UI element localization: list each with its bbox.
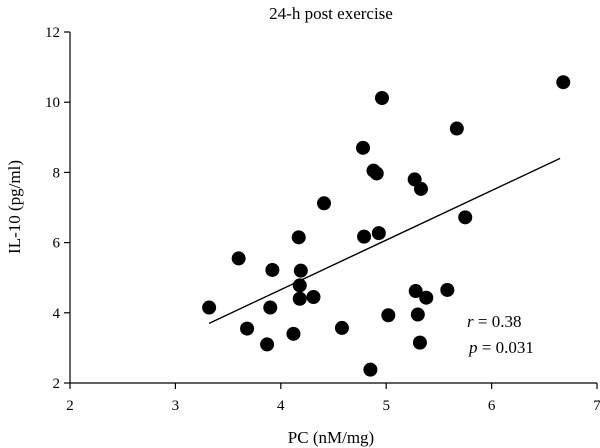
data-point <box>556 75 571 90</box>
data-point <box>440 282 455 297</box>
y-ticks: 2 4 6 8 10 12 <box>45 25 70 392</box>
y-tick-label: 8 <box>53 165 61 181</box>
r-value: = 0.38 <box>474 312 522 331</box>
data-point <box>293 263 308 278</box>
data-point <box>317 196 332 211</box>
data-point <box>369 166 384 181</box>
data-point <box>408 284 423 299</box>
data-point <box>202 300 217 315</box>
data-point <box>413 181 428 196</box>
x-axis-title: PC (nM/mg) <box>288 428 374 447</box>
data-point <box>412 335 427 350</box>
x-ticks: 2 3 4 5 6 7 <box>66 383 600 414</box>
p-value: = 0.031 <box>478 338 534 357</box>
data-point <box>357 229 372 244</box>
x-tick-label: 6 <box>488 398 496 414</box>
r-annotation: r = 0.38 <box>467 312 521 331</box>
data-point <box>356 140 371 155</box>
x-tick-label: 5 <box>382 398 390 414</box>
data-point <box>292 278 307 293</box>
data-point <box>292 291 307 306</box>
y-tick-label: 12 <box>45 25 60 41</box>
x-tick-label: 4 <box>277 398 285 414</box>
data-point <box>286 326 301 341</box>
data-point <box>449 121 464 136</box>
r-symbol: r <box>467 312 474 331</box>
y-tick-label: 4 <box>53 306 61 322</box>
data-point <box>291 230 306 245</box>
data-point <box>381 308 396 323</box>
y-tick-label: 10 <box>45 95 60 111</box>
y-axis-title: IL-10 (pg/ml) <box>5 160 24 254</box>
y-tick-label: 2 <box>53 376 61 392</box>
x-tick-label: 2 <box>66 398 74 414</box>
data-point <box>410 307 425 322</box>
p-annotation: p = 0.031 <box>468 338 534 357</box>
data-point <box>363 362 378 377</box>
data-point <box>306 290 321 305</box>
data-point <box>419 290 434 305</box>
data-point <box>374 90 389 105</box>
y-tick-label: 6 <box>53 236 61 252</box>
chart-title: 24-h post exercise <box>269 4 393 23</box>
data-point <box>260 337 275 352</box>
data-point <box>334 320 349 335</box>
data-point <box>265 262 280 277</box>
data-points <box>202 75 571 377</box>
regression-line <box>208 157 561 324</box>
data-point <box>458 210 473 225</box>
data-point <box>240 321 255 336</box>
x-tick-label: 3 <box>172 398 180 414</box>
data-point <box>263 300 278 315</box>
data-point <box>371 226 386 241</box>
data-point <box>231 251 246 266</box>
x-tick-label: 7 <box>593 398 600 414</box>
p-symbol: p <box>468 338 478 357</box>
